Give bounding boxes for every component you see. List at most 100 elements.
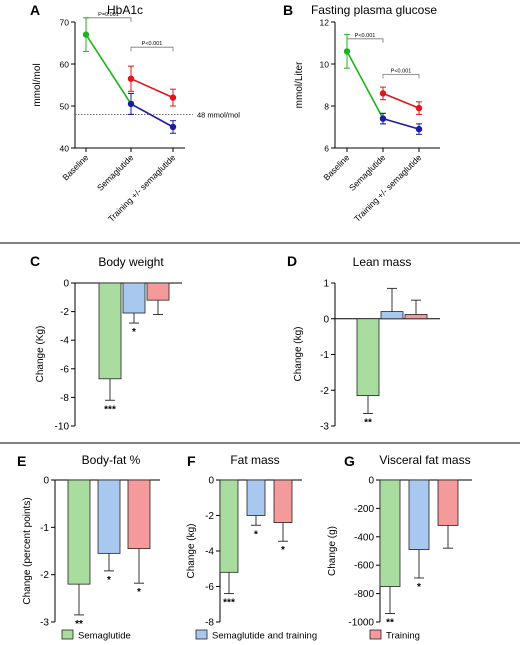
y-tick-label: 8 — [324, 102, 329, 112]
significance-marker: ** — [364, 417, 372, 428]
panel-d: D Lean mass Change (kg) -3 -2 -1 0 1 ** — [287, 253, 440, 433]
y-tick-label: 50 — [60, 102, 70, 112]
y-tick-label: -6 — [205, 582, 214, 593]
y-axis-label: Change (kg) — [186, 523, 197, 578]
significance-marker: * — [417, 582, 421, 593]
y-tick-label: -4 — [205, 547, 214, 558]
y-tick-label: 0 — [368, 476, 374, 487]
bar — [98, 282, 122, 380]
data-point — [379, 115, 387, 122]
panel-letter: D — [287, 253, 297, 269]
legend-swatch — [369, 629, 382, 640]
bar — [380, 311, 404, 320]
y-tick-label: -2 — [205, 511, 214, 522]
y-tick-label: -2 — [60, 307, 69, 318]
legend-swatch — [195, 629, 208, 640]
data-point — [127, 100, 135, 108]
y-tick-label: -1 — [40, 523, 49, 534]
y-tick-label: -800 — [354, 589, 374, 600]
p-value-bracket — [346, 38, 384, 43]
bar — [246, 479, 266, 516]
significance-marker: * — [281, 545, 285, 556]
data-point — [169, 94, 177, 101]
y-tick-label: -2 — [40, 570, 49, 581]
panel-g: G Visceral fat mass Change (g) -1000 -800 -60… — [327, 453, 472, 629]
x-tick-label: Semaglutide — [95, 152, 136, 193]
y-tick-label: -3 — [320, 422, 329, 433]
y-axis-label: Change (g) — [327, 526, 338, 576]
panel-title: HbA1c — [107, 3, 143, 17]
panel-title: Visceral fat mass — [379, 453, 470, 467]
significance-marker: *** — [104, 404, 116, 415]
x-tick-label: Baseline — [60, 152, 90, 182]
series-line — [382, 117, 420, 130]
bar — [379, 479, 401, 587]
y-axis-label: Change (percent points) — [22, 497, 33, 604]
y-tick-label: -6 — [60, 364, 69, 375]
panel-title: Lean mass — [353, 255, 412, 269]
bar — [437, 479, 459, 526]
y-tick-label: -3 — [40, 618, 49, 629]
bar — [127, 479, 151, 550]
data-point — [415, 125, 423, 133]
y-tick-label: 0 — [63, 279, 69, 290]
y-tick-label: -400 — [354, 532, 374, 543]
y-tick-label: 0 — [43, 476, 49, 487]
y-tick-label: 0 — [323, 314, 329, 325]
bar — [219, 479, 239, 573]
p-value-label: P<0.001 — [142, 41, 163, 47]
significance-marker: * — [132, 327, 136, 338]
y-tick-label: -10 — [55, 422, 70, 433]
panel-letter: E — [17, 453, 26, 469]
panel-e: E Body-fat % Change (percent points) -3 -2 -1… — [17, 453, 160, 630]
y-tick-label: 60 — [60, 60, 70, 70]
y-axis-label: Change (Kg) — [35, 326, 46, 383]
y-tick-label: 70 — [60, 18, 70, 28]
legend: Semaglutide Semaglutide and training Train… — [61, 629, 420, 642]
panel-letter: F — [187, 453, 196, 469]
series-line — [130, 103, 174, 128]
y-tick-label: -4 — [60, 336, 69, 347]
y-tick-label: 0 — [208, 476, 214, 487]
y-tick-label: -8 — [205, 618, 214, 629]
y-tick-label: 10 — [320, 60, 330, 70]
y-axis-label: Change (kg) — [293, 326, 304, 381]
data-point — [343, 48, 351, 55]
y-tick-label: -600 — [354, 561, 374, 572]
panel-letter: G — [344, 453, 355, 469]
legend-label: Semaglutide and training — [212, 631, 317, 642]
data-point — [82, 31, 90, 38]
data-point — [169, 123, 177, 131]
y-tick-label: -2 — [320, 386, 329, 397]
panel-letter: C — [30, 253, 40, 269]
legend-swatch — [61, 629, 74, 640]
series-line — [130, 77, 174, 99]
bar — [404, 314, 428, 320]
bar — [356, 318, 380, 397]
data-point — [127, 75, 135, 82]
data-point — [415, 104, 423, 112]
y-tick-label: 1 — [323, 279, 329, 290]
y-axis-label: mmol/mol — [32, 63, 43, 106]
p-value-label: P<0.001 — [391, 69, 412, 75]
panel-letter: A — [30, 2, 40, 18]
legend-label: Training — [386, 631, 420, 642]
significance-marker: * — [137, 587, 141, 598]
p-value-label: P=0.001 — [98, 12, 119, 18]
significance-marker: ** — [386, 617, 394, 628]
significance-marker: * — [254, 529, 258, 540]
bar — [146, 282, 170, 301]
y-tick-label: 40 — [60, 144, 70, 154]
bar — [67, 479, 91, 585]
y-tick-label: -8 — [60, 393, 69, 404]
data-point — [379, 90, 387, 97]
y-tick-label: -200 — [354, 504, 374, 515]
p-value-label: P<0.001 — [355, 33, 376, 39]
panel-b: B Fasting plasma glucose mmol/Liter 6 8 10 12 B… — [283, 2, 440, 224]
x-tick-label: Training +/- semaglutide — [352, 152, 424, 224]
p-value-bracket — [382, 74, 420, 79]
series-line — [85, 34, 132, 105]
y-tick-label: 6 — [324, 144, 329, 154]
series-line — [346, 51, 384, 119]
